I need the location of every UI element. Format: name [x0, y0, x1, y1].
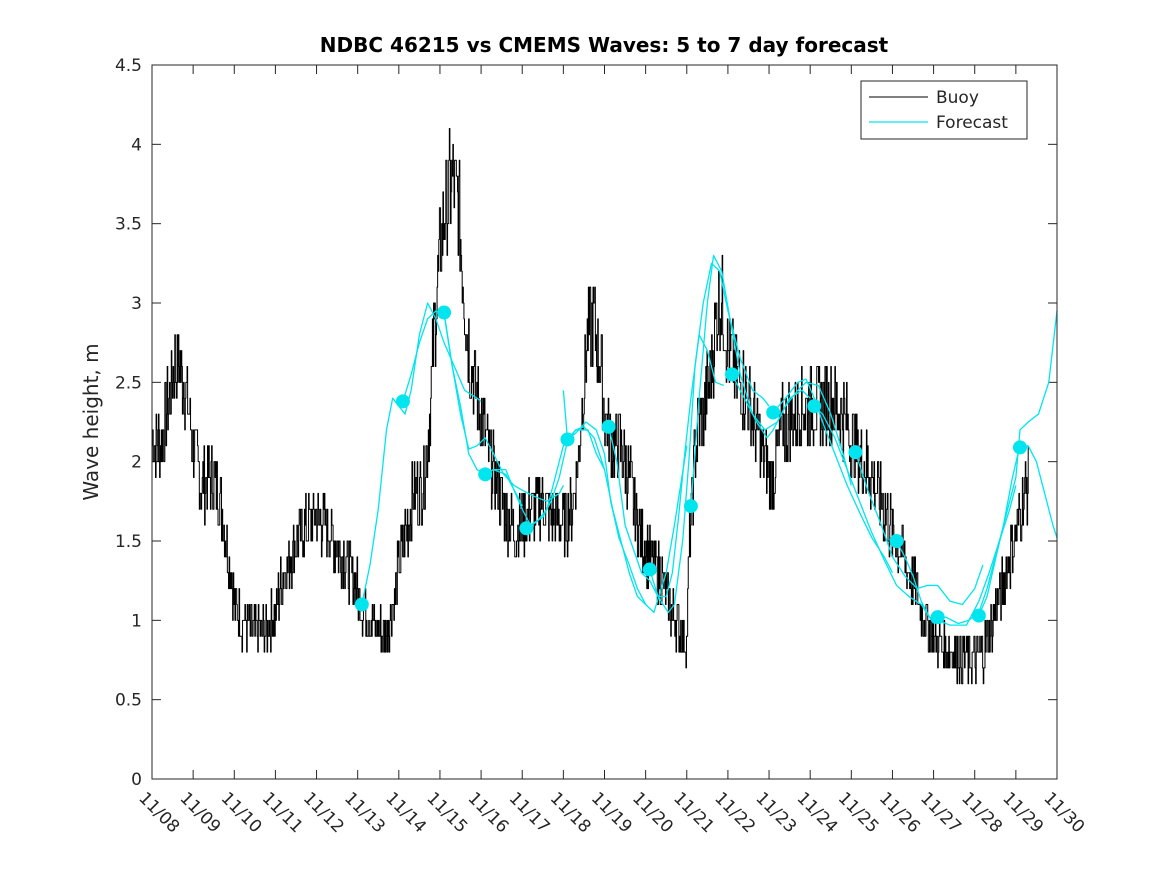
- y-axis-label: Wave height, m: [79, 343, 103, 500]
- forecast-marker: [478, 467, 493, 482]
- forecast-marker: [766, 405, 781, 420]
- axes-box: [151, 64, 1058, 780]
- forecast-series-line-run-1: [361, 302, 482, 605]
- forecast-marker: [930, 610, 945, 625]
- forecast-marker: [848, 445, 863, 460]
- forecast-marker: [560, 432, 575, 447]
- y-tick-label: 0: [131, 770, 142, 790]
- legend-box: [860, 80, 1028, 140]
- forecast-marker: [642, 562, 657, 577]
- forecast-marker: [725, 367, 740, 382]
- y-tick-label: 2.5: [115, 373, 142, 393]
- forecast-series-line-run-10: [731, 374, 852, 486]
- legend-forecast-label: Forecast: [936, 113, 1008, 133]
- forecast-series-line-run-12: [813, 405, 935, 624]
- legend: Buoy Forecast: [860, 80, 1028, 140]
- forecast-series-line-run-2: [402, 310, 523, 507]
- forecast-series-line-run-11: [772, 378, 894, 574]
- forecast-marker: [437, 305, 452, 320]
- forecast-marker: [519, 521, 534, 536]
- y-tick-label: 3.5: [115, 215, 142, 235]
- forecast-marker: [395, 394, 410, 409]
- y-tick-label: 3: [131, 294, 142, 314]
- forecast-series-line-run-3: [443, 312, 564, 502]
- y-tick-label: 1.5: [115, 532, 142, 552]
- forecast-marker: [807, 399, 822, 414]
- y-tick-label: 2: [131, 453, 142, 473]
- forecast-series-line-run-7: [607, 334, 725, 598]
- forecast-series-line-run-6: [562, 390, 688, 614]
- legend-buoy-label: Buoy: [936, 88, 979, 108]
- forecast-series-line-run-9: [690, 254, 811, 507]
- forecast-marker: [601, 419, 616, 434]
- chart-title: NDBC 46215 vs CMEMS Waves: 5 to 7 day fo…: [320, 33, 889, 57]
- y-axis-ticks: 0 0.5 1 1.5 2 2.5 3 3.5 4 4.5: [115, 56, 1057, 790]
- forecast-marker: [1012, 440, 1027, 455]
- forecast-series-line-run-8: [649, 262, 770, 614]
- y-tick-label: 0.5: [115, 691, 142, 711]
- forecast-series-line-run-5: [525, 426, 647, 605]
- forecast-series-line-run-13: [854, 451, 984, 606]
- y-tick-label: 1: [131, 611, 142, 631]
- forecast-marker: [354, 597, 369, 612]
- series-layer: [152, 127, 1058, 685]
- forecast-markers: [354, 305, 1027, 625]
- y-tick-label: 4.5: [115, 56, 142, 76]
- forecast-marker: [889, 534, 904, 548]
- y-tick-label: 4: [131, 135, 142, 155]
- forecast-marker: [971, 608, 986, 623]
- forecast-marker: [683, 499, 698, 514]
